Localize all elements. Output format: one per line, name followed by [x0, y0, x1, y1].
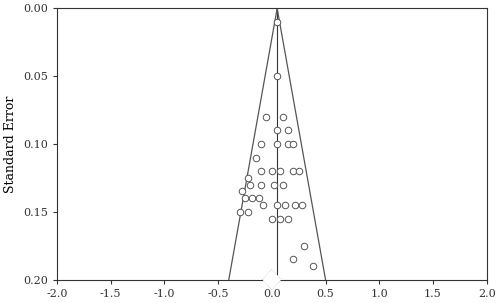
- Polygon shape: [263, 270, 280, 289]
- Point: [244, 175, 252, 180]
- Point: [257, 169, 265, 174]
- Point: [300, 243, 308, 248]
- Point: [278, 182, 286, 187]
- Y-axis label: Standard Error: Standard Error: [4, 95, 18, 193]
- Point: [273, 20, 281, 25]
- Point: [257, 182, 265, 187]
- Point: [278, 115, 286, 119]
- Point: [273, 128, 281, 133]
- Point: [246, 182, 254, 187]
- Point: [248, 196, 256, 201]
- Point: [276, 216, 284, 221]
- Point: [290, 142, 298, 146]
- Point: [284, 216, 292, 221]
- Point: [292, 203, 300, 208]
- Point: [244, 209, 252, 214]
- Point: [241, 196, 249, 201]
- Point: [280, 203, 288, 208]
- Point: [252, 155, 260, 160]
- Point: [298, 203, 306, 208]
- Point: [259, 203, 267, 208]
- Point: [270, 182, 278, 187]
- Point: [238, 189, 246, 194]
- Point: [273, 203, 281, 208]
- Point: [262, 115, 270, 119]
- Point: [236, 209, 244, 214]
- Point: [255, 196, 263, 201]
- Point: [284, 128, 292, 133]
- Point: [284, 142, 292, 146]
- Point: [276, 169, 284, 174]
- Point: [290, 169, 298, 174]
- Point: [273, 142, 281, 146]
- Point: [290, 257, 298, 261]
- Point: [257, 142, 265, 146]
- Point: [308, 264, 316, 268]
- Point: [294, 169, 302, 174]
- Point: [268, 216, 276, 221]
- Point: [268, 169, 276, 174]
- Point: [273, 74, 281, 79]
